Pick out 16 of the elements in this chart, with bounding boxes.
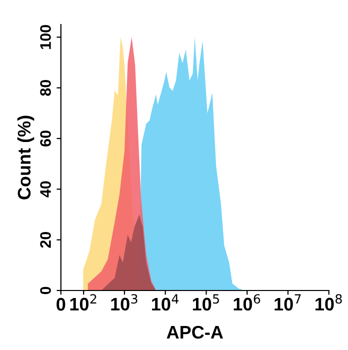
y-axis-title: Count (%) — [17, 116, 34, 200]
x-tick-label: 10$^{7}$ — [274, 294, 301, 311]
y-tick-label: 40 — [40, 181, 51, 198]
x-axis-title: APC-A — [166, 326, 223, 339]
x-tick-label: 0 — [56, 298, 66, 311]
y-tick-label: 0 — [40, 286, 51, 294]
x-tick-label: 10$^{8}$ — [316, 294, 342, 311]
x-tick-label: 10$^{4}$ — [152, 294, 179, 311]
x-tick-label: 10$^{3}$ — [111, 294, 138, 311]
x-tick-label: 10$^{2}$ — [70, 294, 96, 311]
y-tick-label: 20 — [40, 232, 51, 248]
y-tick-label: 100 — [40, 25, 51, 49]
y-tick-label: 60 — [40, 130, 51, 146]
y-tick-label: 80 — [40, 80, 51, 96]
x-tick-label: 10$^{6}$ — [234, 294, 260, 311]
x-tick-label: 10$^{5}$ — [192, 294, 219, 311]
